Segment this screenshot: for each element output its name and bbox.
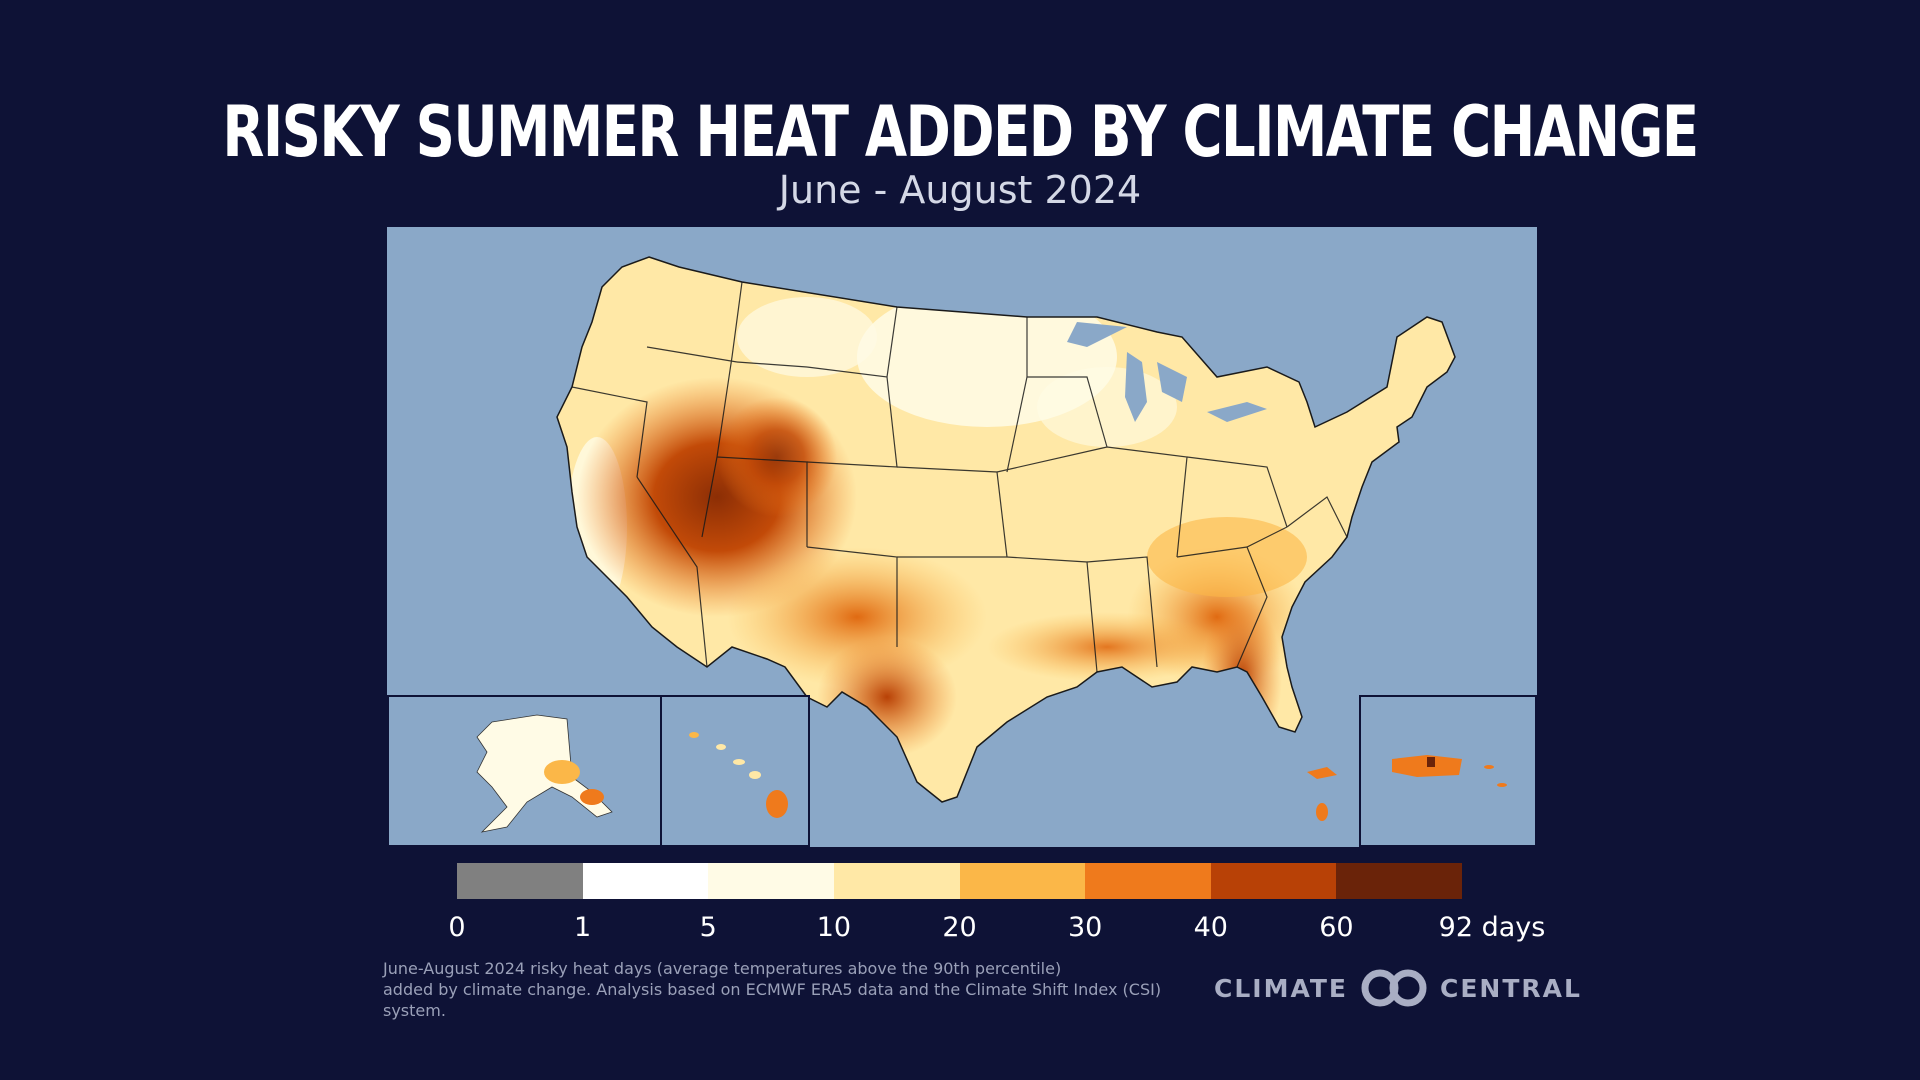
legend-bin-10 — [833, 863, 960, 899]
footnote: June-August 2024 risky heat days (averag… — [383, 958, 1203, 1021]
legend-bin-60 — [1336, 863, 1462, 899]
legend-tick-label: 92 days — [1438, 912, 1546, 943]
legend-bin-0 — [457, 863, 583, 899]
legend-tick-label: 5 — [699, 912, 717, 943]
legend-bin-1 — [582, 863, 709, 899]
legend-tick-label: 60 — [1319, 912, 1354, 943]
legend-color-bar — [457, 863, 1462, 899]
legend-tick-labels: 0 1 5 10 20 30 40 60 92 days — [0, 912, 1920, 952]
footnote-line-1: June-August 2024 risky heat days (averag… — [383, 959, 1062, 978]
legend-tick-label: 30 — [1067, 912, 1103, 943]
logo-left-text: CLIMATE — [1214, 973, 1348, 1003]
heat-map — [387, 227, 1537, 847]
alaska-inset — [387, 695, 662, 847]
legend-tick-label: 10 — [816, 912, 852, 943]
hawaii-inset — [660, 695, 810, 847]
footnote-line-2: added by climate change. Analysis based … — [383, 980, 1162, 1020]
map-panel — [387, 227, 1537, 847]
legend-bin-30 — [1085, 863, 1211, 899]
legend-tick-label: 0 — [448, 912, 466, 943]
legend-tick-label: 20 — [942, 912, 977, 943]
contiguous-us — [556, 256, 1456, 803]
logo-right-text: CENTRAL — [1440, 973, 1582, 1003]
caribbean-islands — [1307, 767, 1337, 821]
legend-bin-40 — [1210, 863, 1337, 899]
legend-tick-label: 1 — [574, 912, 592, 943]
page-title: RISKY SUMMER HEAT ADDED BY CLIMATE CHANG… — [222, 91, 1699, 173]
puerto-rico-inset — [1359, 695, 1537, 847]
legend-tick-label: 40 — [1193, 912, 1228, 943]
climate-central-logo: CLIMATE CENTRAL — [1214, 966, 1582, 1010]
legend-bin-20 — [959, 863, 1086, 899]
legend-bin-5 — [708, 863, 834, 899]
page-subtitle: June - August 2024 — [778, 168, 1142, 212]
climate-central-loops-icon — [1361, 969, 1427, 1007]
